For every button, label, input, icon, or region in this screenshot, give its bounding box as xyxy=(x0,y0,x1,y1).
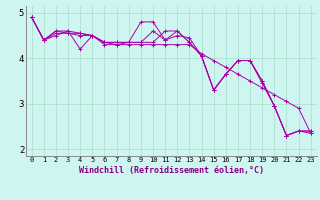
X-axis label: Windchill (Refroidissement éolien,°C): Windchill (Refroidissement éolien,°C) xyxy=(79,166,264,175)
